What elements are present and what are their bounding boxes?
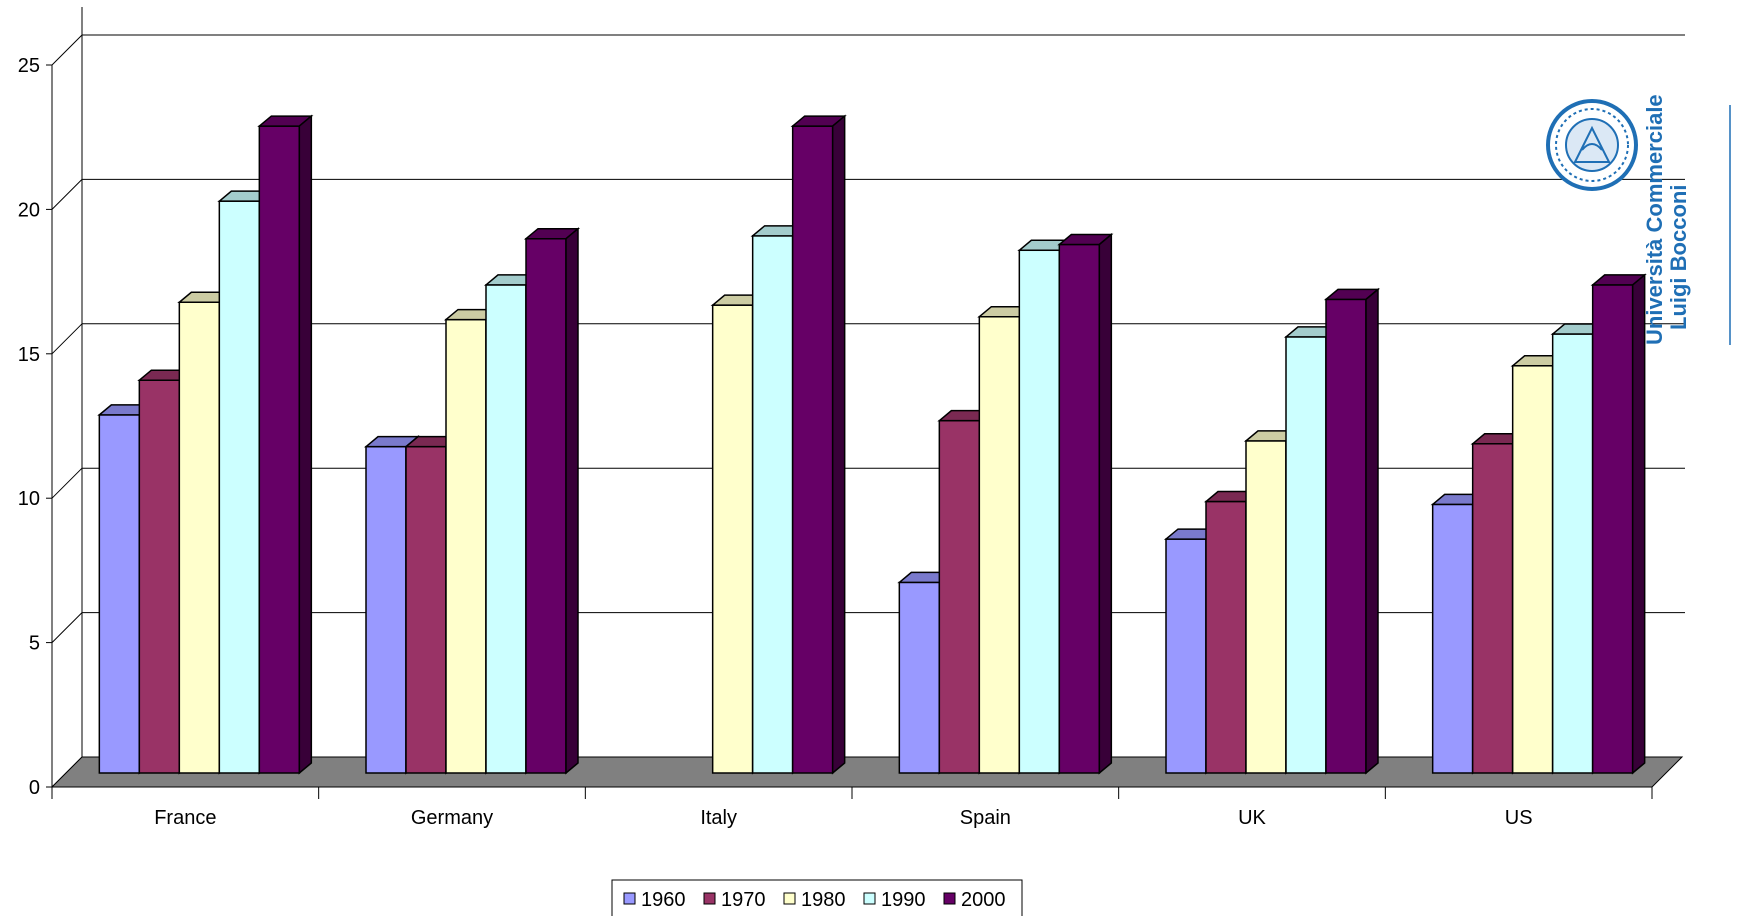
y-tick-label: 25 [18, 55, 40, 77]
bar-front [365, 445, 407, 774]
bar-front [978, 315, 1021, 774]
labels-layer: France Germany Italy Spain UK US [154, 807, 1532, 829]
x-tick-label: Spain [960, 807, 1011, 829]
bar-front [258, 125, 301, 774]
bar [1590, 273, 1647, 775]
bar-front [1165, 538, 1207, 774]
bar-side [1365, 287, 1379, 775]
legend-label: 1970 [721, 889, 766, 911]
bar-side [1631, 273, 1646, 775]
bar-front [1551, 333, 1594, 774]
legend-label: 1960 [641, 889, 686, 911]
bar-front [1471, 443, 1514, 774]
bar-side [831, 114, 846, 775]
bar [257, 114, 314, 775]
bocconi-logo: Università Commerciale Luigi Bocconi [1546, 94, 1731, 345]
y-tick-label: 20 [18, 199, 40, 221]
x-tick-label: US [1505, 807, 1533, 829]
bar-front [938, 419, 981, 774]
bar [1323, 287, 1381, 775]
y-tick-label: 10 [18, 488, 40, 510]
gridline-diagonal [51, 612, 83, 643]
bar-side [298, 114, 313, 775]
logo-line-2: Luigi Bocconi [1666, 185, 1691, 330]
bar-front [138, 379, 181, 774]
bar-front [1431, 503, 1474, 774]
y-tick-label: 5 [29, 633, 40, 655]
bar-front [218, 200, 261, 774]
legend-label: 2000 [961, 889, 1006, 911]
bar-front [898, 581, 941, 774]
bar-front [445, 318, 487, 774]
bar [790, 114, 847, 775]
bar-front [1245, 440, 1287, 774]
legend-swatch [943, 892, 956, 905]
bar-front [98, 414, 141, 774]
legend-swatch [783, 892, 796, 905]
legend-swatch [863, 892, 876, 905]
bar-front [711, 304, 754, 774]
y-tick-label: 15 [18, 344, 40, 366]
legend-label: 1980 [801, 889, 846, 911]
legend-swatch [623, 892, 636, 905]
legend-swatch [703, 892, 716, 905]
legend-label: 1990 [881, 889, 926, 911]
bar-front [178, 301, 221, 774]
legend: 1960 1970 1980 1990 2000 [611, 879, 1023, 919]
gridline-diagonal [51, 323, 83, 355]
bar-front [1018, 249, 1061, 774]
bar-front [525, 237, 567, 774]
x-tick-label: Germany [411, 807, 493, 829]
logo-line-1: Università Commerciale [1642, 94, 1667, 345]
bar-front [1285, 336, 1327, 774]
bar-front [1205, 500, 1247, 774]
gridline-diagonal [51, 467, 83, 499]
bar-side [1098, 232, 1113, 775]
bar-front [1058, 243, 1101, 774]
bocconi-seal-icon [1546, 99, 1638, 191]
gridline-diagonal [51, 34, 83, 66]
gridline-diagonal [51, 179, 83, 210]
bar-front [485, 284, 527, 774]
bar-front [791, 125, 834, 774]
bar-front [405, 445, 447, 774]
bar-front [1591, 284, 1634, 774]
y-tick-label: 0 [29, 777, 40, 799]
bar-side [565, 227, 579, 775]
x-tick-label: Italy [700, 807, 737, 829]
x-tick-label: France [154, 807, 216, 829]
bar-front [1511, 365, 1554, 774]
bar-front [751, 235, 794, 774]
bar [523, 227, 581, 775]
grid-layer [51, 34, 1685, 788]
bar-front [1325, 298, 1367, 774]
bar [1057, 232, 1114, 775]
bars-layer [97, 114, 1647, 775]
x-tick-label: UK [1238, 807, 1266, 829]
